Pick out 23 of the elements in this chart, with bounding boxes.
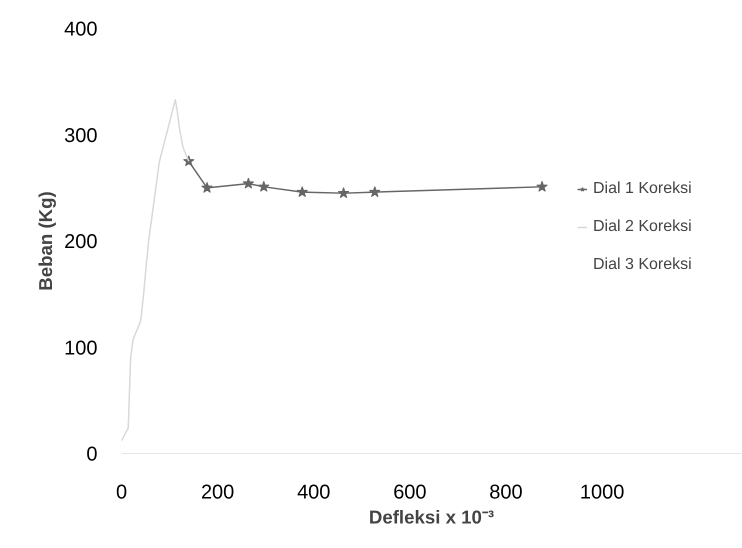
x-tick-label: 800	[489, 482, 523, 504]
x-axis-title: Defleksi x 10⁻³	[368, 506, 494, 528]
point	[296, 186, 308, 198]
point	[201, 182, 213, 193]
point	[258, 180, 270, 192]
y-tick-label: 100	[64, 337, 98, 360]
y-tick-label: 200	[64, 231, 98, 253]
y-tick-label: 400	[64, 18, 98, 40]
x-tick-label: 400	[297, 482, 330, 504]
legend-label: Dial 1 Koreksi	[593, 180, 692, 198]
x-tick-label: 0	[116, 482, 128, 504]
point	[369, 186, 381, 198]
y-tick-label: 0	[86, 444, 98, 466]
x-tick-label: 200	[200, 482, 234, 504]
x-tick-label: 1000	[580, 482, 624, 504]
text: Dial 3 Koreksi	[593, 256, 692, 274]
x-tick-label: 600	[393, 482, 427, 504]
point	[338, 187, 350, 198]
y-tick-label: 300	[64, 124, 98, 147]
point	[242, 178, 254, 189]
legend-label: Dial 2 Koreksi	[593, 218, 692, 236]
point	[536, 180, 548, 192]
y-axis-title: Beban (Kg)	[35, 191, 56, 291]
